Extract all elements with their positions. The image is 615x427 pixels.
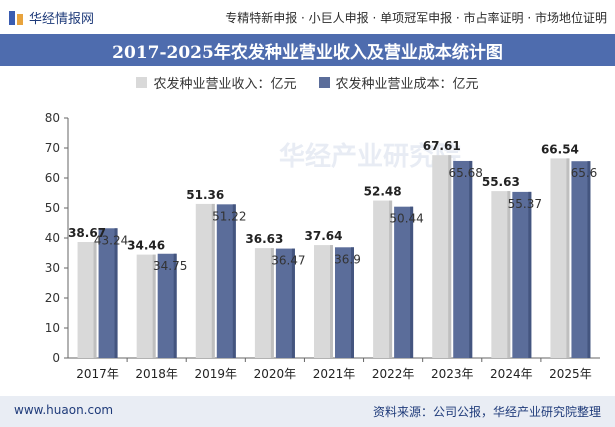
bar-shade xyxy=(410,206,414,358)
x-tick-label: 2019年 xyxy=(195,367,238,381)
legend-item-revenue: 农发种业营业收入：亿元 xyxy=(136,73,297,92)
bar-revenue xyxy=(314,245,333,358)
bar-revenue xyxy=(432,155,452,358)
chart-legend: 农发种业营业收入：亿元 农发种业营业成本：亿元 xyxy=(0,73,615,92)
title-bar: 2017-2025年农发种业营业收入及营业成本统计图 xyxy=(0,34,615,66)
bar-shade xyxy=(330,245,333,358)
y-tick-label: 70 xyxy=(45,141,60,155)
top-bar: 华经情报网 专精特新申报 · 小巨人申报 · 单项冠军申报 · 市占率证明 · … xyxy=(0,0,615,34)
legend-swatch-cost xyxy=(318,77,330,88)
data-label-revenue: 34.46 xyxy=(127,239,165,253)
bar-revenue xyxy=(136,254,156,358)
y-tick-label: 40 xyxy=(45,231,60,245)
footer-url[interactable]: www.huaon.com xyxy=(14,403,114,417)
legend-item-cost: 农发种业营业成本：亿元 xyxy=(318,73,479,92)
logo[interactable]: 华经情报网 xyxy=(8,8,94,27)
data-label-cost: 50.44 xyxy=(389,212,423,226)
x-tick-label: 2021年 xyxy=(313,367,356,381)
x-tick-label: 2025年 xyxy=(549,367,592,381)
logo-icon xyxy=(9,10,23,25)
bar-cost xyxy=(275,248,295,358)
x-tick-label: 2018年 xyxy=(135,367,178,381)
logo-text: 华经情报网 xyxy=(29,12,95,27)
x-tick-label: 2017年 xyxy=(76,367,119,381)
bar-revenue xyxy=(491,191,511,358)
y-tick-label: 80 xyxy=(45,111,60,125)
x-tick-label: 2022年 xyxy=(372,367,415,381)
y-tick-label: 20 xyxy=(45,291,60,305)
data-label-cost: 36.47 xyxy=(271,254,305,268)
y-tick-label: 60 xyxy=(45,171,60,185)
bar-cost xyxy=(216,204,236,358)
data-label-revenue: 66.54 xyxy=(541,142,579,156)
x-tick-label: 2020年 xyxy=(254,367,297,381)
bar-shade xyxy=(114,228,118,358)
legend-swatch-revenue xyxy=(136,77,148,88)
data-label-revenue: 36.63 xyxy=(245,232,283,246)
data-label-revenue: 51.36 xyxy=(186,188,224,202)
bar-shade xyxy=(528,191,532,358)
data-label-cost: 34.75 xyxy=(153,259,187,273)
footer-source: 资料来源：公司公报，华经产业研究院整理 xyxy=(372,405,601,419)
legend-label-cost: 农发种业营业成本：亿元 xyxy=(335,77,479,92)
data-label-cost: 65.6 xyxy=(571,166,598,180)
bar-shade xyxy=(448,155,452,358)
data-label-revenue: 52.48 xyxy=(364,185,402,199)
services-menu[interactable]: 专精特新申报 · 小巨人申报 · 单项冠军申报 · 市占率证明 · 市场地位证明 xyxy=(225,11,607,25)
data-label-cost: 36.9 xyxy=(334,252,361,266)
bar-shade xyxy=(211,203,215,358)
data-label-revenue: 55.63 xyxy=(482,175,520,189)
bar-shade xyxy=(232,204,236,358)
watermark-text: 华经产业研究院 xyxy=(279,141,461,172)
legend-label-revenue: 农发种业营业收入：亿元 xyxy=(153,77,297,92)
data-label-cost: 43.24 xyxy=(94,233,128,247)
y-tick-label: 50 xyxy=(45,201,60,215)
bar-shade xyxy=(93,241,97,358)
bar-cost xyxy=(98,228,118,358)
data-label-cost: 55.37 xyxy=(508,197,542,211)
bar-cost xyxy=(394,206,414,358)
y-tick-label: 0 xyxy=(52,351,60,365)
bar-shade xyxy=(291,248,295,358)
bar-revenue xyxy=(195,203,215,358)
data-label-cost: 65.68 xyxy=(449,166,483,180)
bar-cost xyxy=(571,161,591,358)
bar-revenue xyxy=(77,241,97,358)
y-tick-label: 30 xyxy=(45,261,60,275)
bar-shade xyxy=(270,248,274,358)
chart-title: 2017-2025年农发种业营业收入及营业成本统计图 xyxy=(112,42,503,63)
bar-shade xyxy=(507,191,511,358)
bar-shade xyxy=(587,161,591,358)
bar-revenue xyxy=(373,200,393,358)
bar-shade xyxy=(351,247,354,358)
data-label-revenue: 67.61 xyxy=(423,139,461,153)
bar-shade xyxy=(469,160,473,358)
x-tick-label: 2024年 xyxy=(490,367,533,381)
x-tick-label: 2023年 xyxy=(431,367,474,381)
bar-cost xyxy=(335,247,354,358)
bar-shade xyxy=(173,253,177,358)
bar-cost xyxy=(512,191,532,358)
data-label-revenue: 37.64 xyxy=(305,229,343,243)
bar-shade xyxy=(152,254,156,358)
bar-cost xyxy=(157,253,177,358)
bar-shade xyxy=(389,200,393,358)
bar-revenue xyxy=(254,248,274,358)
y-tick-label: 10 xyxy=(45,321,60,335)
bar-cost xyxy=(453,160,473,358)
bar-shade xyxy=(566,158,570,358)
bar-revenue xyxy=(550,158,570,358)
footer: www.huaon.com 资料来源：公司公报，华经产业研究院整理 xyxy=(0,396,615,427)
data-label-cost: 51.22 xyxy=(212,209,246,223)
data-label-revenue: 38.67 xyxy=(68,226,106,240)
